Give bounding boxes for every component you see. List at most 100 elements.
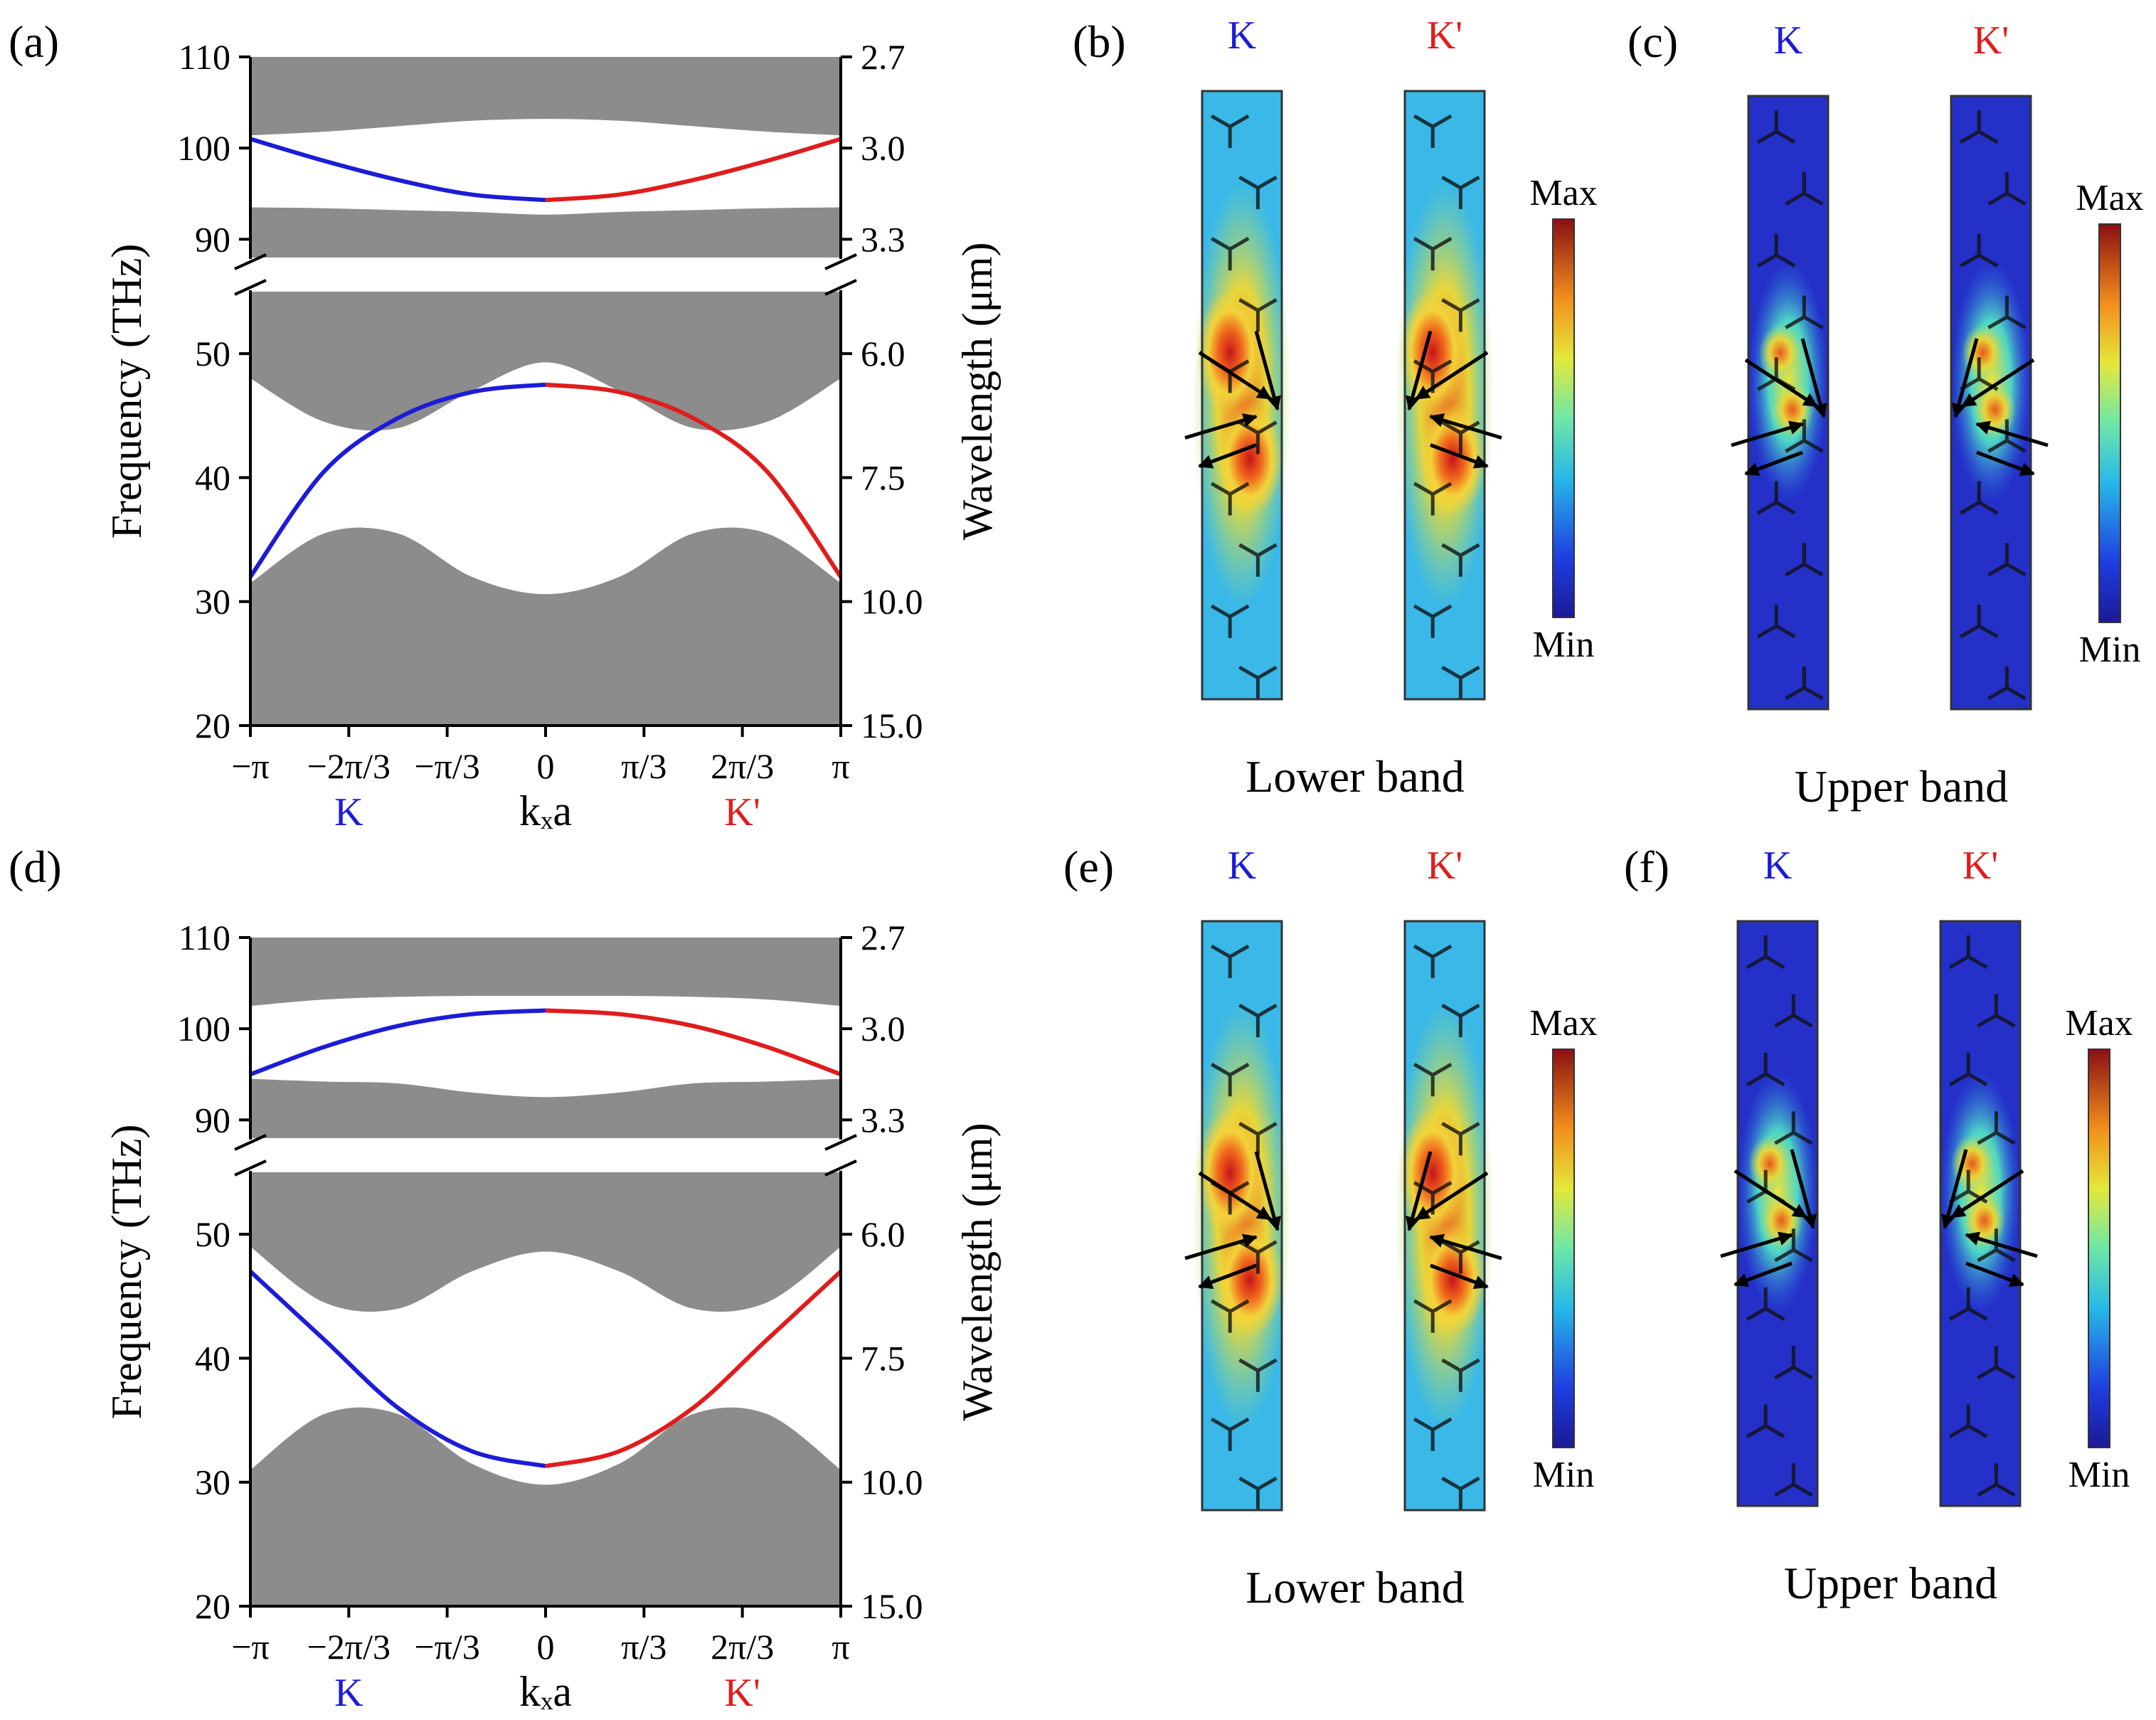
- edge-state-k-lower-band: [248, 382, 546, 578]
- polarization-arrow: [1941, 1149, 1968, 1229]
- polarization-arrow: [1254, 330, 1281, 411]
- panel-label-a: (a): [9, 16, 59, 67]
- tripod-rod: [1238, 1476, 1278, 1510]
- y-tick-label: 50: [195, 1214, 230, 1254]
- x-tick-label: π/3: [621, 746, 667, 786]
- tripod-rod: [1756, 605, 1796, 639]
- field-hotspot: [1738, 1071, 1817, 1313]
- tripod-rod: [1959, 110, 1999, 144]
- y-tick-label: 20: [195, 706, 230, 745]
- x-tick-label: −2π/3: [307, 746, 391, 786]
- polarization-arrow: [1950, 1169, 2024, 1219]
- edge-state-k-upper-band: [250, 137, 546, 203]
- bulk-band-top: [250, 938, 841, 1007]
- tripod-rod: [1746, 1404, 1785, 1438]
- polarization-arrow: [1415, 1171, 1489, 1221]
- tripod-rod: [1441, 1476, 1480, 1510]
- panel-label-b: (b): [1073, 16, 1126, 67]
- polarization-arrow: [1415, 351, 1489, 400]
- axis-break-mark-right: [824, 253, 857, 270]
- tripod-rod: [1756, 110, 1796, 144]
- field-strip-border: [1950, 95, 2032, 711]
- x-axis-title: kₓa: [519, 787, 572, 834]
- field-panel-b: K K' Max Min Lower band: [1184, 14, 1598, 802]
- axis-break-mark-left: [234, 1134, 267, 1151]
- tripod-rod: [1948, 935, 1988, 970]
- polarization-arrow: [1975, 420, 2049, 447]
- tripod-rod: [1756, 481, 1796, 515]
- tripod-rod: [1987, 419, 2027, 453]
- polarization-arrow: [1952, 338, 1979, 418]
- y-tick-label: 100: [177, 1009, 230, 1049]
- polarization-arrow: [1800, 338, 1827, 418]
- tripod-rod: [1413, 604, 1453, 638]
- tripod-rod: [1774, 994, 1813, 1028]
- tripod-rod: [1238, 175, 1278, 210]
- tripod-rod: [1756, 233, 1796, 267]
- polarization-arrow: [1720, 1231, 1793, 1258]
- field-panel-c: K K' Max Min Upper band: [1731, 18, 2144, 812]
- valley-label-k: K: [1763, 844, 1792, 888]
- axis-break-mark-right: [824, 1159, 857, 1177]
- x-tick-label: π: [832, 1627, 849, 1667]
- field-strip-border: [1747, 95, 1830, 711]
- y-tick-label-right: 3.3: [861, 1100, 906, 1140]
- panel-label-c: (c): [1627, 16, 1678, 67]
- valley-label-kprime: K': [1427, 844, 1463, 888]
- tripod-rod: [1746, 1287, 1785, 1321]
- tripod-rod: [1987, 171, 2027, 206]
- tripod-rod: [1413, 1063, 1453, 1097]
- tripod-rod: [1441, 1003, 1480, 1038]
- y-tick-label-right: 6.0: [861, 1214, 906, 1254]
- polarization-arrow: [1429, 413, 1502, 440]
- y-tick-label: 40: [195, 457, 230, 497]
- polarization-arrow: [1406, 1151, 1433, 1231]
- colorbar-max-label: Max: [2076, 178, 2143, 218]
- y-tick-label-right: 10.0: [861, 1462, 923, 1502]
- tripod-rod: [1977, 994, 2016, 1028]
- tripod-rod: [1238, 1003, 1278, 1038]
- polarization-arrow: [1429, 1233, 1502, 1260]
- tripod-rod: [1785, 295, 1824, 329]
- polarization-arrow: [1254, 1151, 1281, 1231]
- y-axis-title: Frequency (THz): [103, 244, 150, 539]
- tripod-rod: [1238, 543, 1278, 577]
- axis-break-gap: [229, 258, 862, 291]
- polarization-arrow: [1965, 1231, 2038, 1258]
- axis-break-mark-right: [824, 279, 857, 296]
- tripod-rod: [1210, 944, 1250, 978]
- field-hotspot: [1961, 324, 2004, 381]
- field-hotspot: [1399, 1109, 1467, 1237]
- tripod-rod: [1413, 482, 1453, 516]
- polarization-arrow: [1733, 1261, 1793, 1288]
- y-axis-title: Frequency (THz): [103, 1125, 150, 1420]
- tripod-rod: [1948, 1404, 1988, 1438]
- y-axis-title-right: Wavelength (μm): [954, 243, 1001, 541]
- panel-label-e: (e): [1063, 842, 1114, 892]
- y-tick-label: 100: [177, 128, 230, 168]
- panel-caption: Lower band: [1246, 1562, 1464, 1613]
- valley-label-kprime: K': [724, 790, 760, 834]
- y-axis-title-right: Wavelength (μm): [954, 1123, 1001, 1421]
- tripod-rod: [1977, 1346, 2016, 1380]
- tripod-rod: [1785, 171, 1824, 206]
- bulk-band-middle-lower: [250, 292, 841, 431]
- y-tick-label: 30: [195, 582, 230, 622]
- y-tick-label-right: 3.3: [861, 219, 906, 259]
- x-tick-label: 2π/3: [711, 746, 774, 786]
- x-tick-label: −π/3: [414, 1627, 479, 1667]
- y-tick-label-right: 6.0: [861, 334, 906, 373]
- x-tick-label: −π: [231, 1627, 269, 1667]
- bulk-band-middle-upper: [250, 207, 841, 258]
- polarization-arrow: [1744, 358, 1818, 408]
- y-tick-label: 30: [195, 1462, 230, 1502]
- tripod-rod: [1977, 1463, 2016, 1497]
- x-tick-label: π: [832, 746, 849, 786]
- y-tick-label: 90: [195, 1100, 230, 1140]
- x-tick-label: 2π/3: [711, 1627, 774, 1667]
- panel-caption: Upper band: [1784, 1558, 1997, 1608]
- polarization-arrow: [1406, 330, 1433, 411]
- colorbar-min-label: Min: [1533, 625, 1595, 665]
- tripod-rod: [1774, 1228, 1813, 1263]
